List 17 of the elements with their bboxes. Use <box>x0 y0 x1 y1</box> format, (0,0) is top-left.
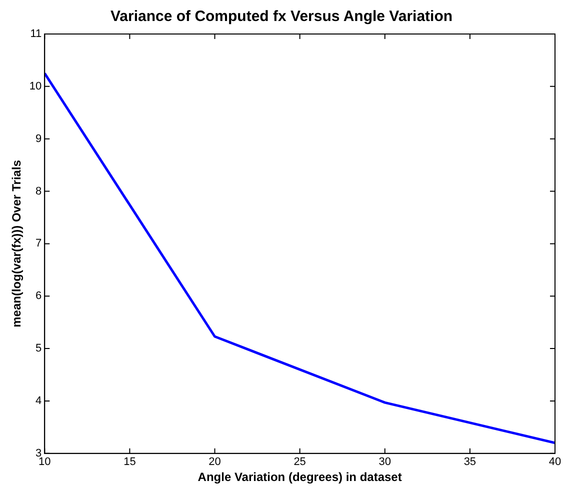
y-axis-title: mean(log(var(fx))) Over Trials <box>10 160 24 328</box>
y-tick-label: 8 <box>36 185 42 198</box>
x-tick-label: 15 <box>124 456 136 468</box>
y-tick-label: 6 <box>36 290 42 302</box>
x-tick-label: 40 <box>548 456 562 468</box>
y-tick-label: 5 <box>36 342 42 355</box>
x-axis-title: Angle Variation (degrees) in dataset <box>198 470 402 484</box>
x-tick-label: 35 <box>464 456 476 468</box>
x-tick-label: 30 <box>378 456 392 468</box>
y-tick-label: 4 <box>36 395 42 408</box>
y-tick-label: 11 <box>30 28 42 40</box>
y-tick-label: 10 <box>29 80 42 92</box>
chart-title: Variance of Computed fx Versus Angle Variation <box>110 8 453 26</box>
y-tick-label: 7 <box>36 238 42 250</box>
x-tick-label: 20 <box>208 456 221 468</box>
y-tick-label: 9 <box>36 132 42 145</box>
x-tick-label: 25 <box>294 456 306 468</box>
